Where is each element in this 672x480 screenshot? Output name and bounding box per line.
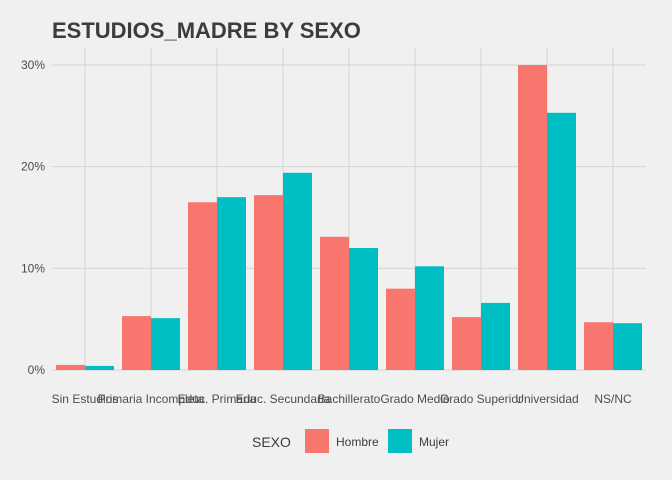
x-tick-label: Educ. Primaria xyxy=(178,392,257,406)
bar-mujer xyxy=(415,266,444,370)
y-axis: 0% 10% 20% 30% xyxy=(21,58,45,377)
bar-hombre xyxy=(122,316,151,370)
y-tick-label: 20% xyxy=(21,160,45,174)
bar-mujer xyxy=(283,172,312,370)
bar-mujer xyxy=(151,318,180,370)
bar-hombre xyxy=(386,288,415,370)
x-tick-label: Bachillerato xyxy=(318,392,381,406)
bar-mujer xyxy=(217,197,246,370)
bar-hombre xyxy=(320,236,349,370)
x-tick-label: NS/NC xyxy=(594,392,632,406)
bar-mujer xyxy=(481,302,510,370)
x-tick-label: Educ. Secundaria xyxy=(236,392,331,406)
legend-key-mujer xyxy=(388,429,412,453)
legend-label-mujer: Mujer xyxy=(419,435,449,449)
x-tick-label: Grado Medio xyxy=(380,392,450,406)
bar-mujer xyxy=(547,112,576,371)
y-tick-label: 0% xyxy=(28,363,46,377)
x-tick-label: Grado Superior xyxy=(440,392,522,406)
legend-label-hombre: Hombre xyxy=(336,435,379,449)
x-tick-label: Primaria Incompleta xyxy=(98,392,205,406)
legend-key-hombre xyxy=(305,429,329,453)
bar-hombre xyxy=(584,322,613,370)
chart-title: ESTUDIOS_MADRE BY SEXO xyxy=(52,18,361,43)
bar-mujer xyxy=(613,323,642,370)
bar-mujer xyxy=(85,365,114,370)
y-tick-label: 30% xyxy=(21,58,45,72)
bar-hombre xyxy=(56,364,85,370)
bar-hombre xyxy=(254,195,283,370)
bar-mujer xyxy=(349,248,378,370)
bars-layer xyxy=(56,65,642,371)
x-tick-label: Sin Estudios xyxy=(52,392,119,406)
bar-hombre xyxy=(518,65,547,370)
x-tick-label: Universidad xyxy=(515,392,578,406)
y-tick-label: 10% xyxy=(21,261,45,275)
bar-hombre xyxy=(452,317,481,370)
bar-hombre xyxy=(188,202,217,370)
legend-title: SEXO xyxy=(252,434,291,450)
legend: SEXO Hombre Mujer xyxy=(252,429,449,453)
